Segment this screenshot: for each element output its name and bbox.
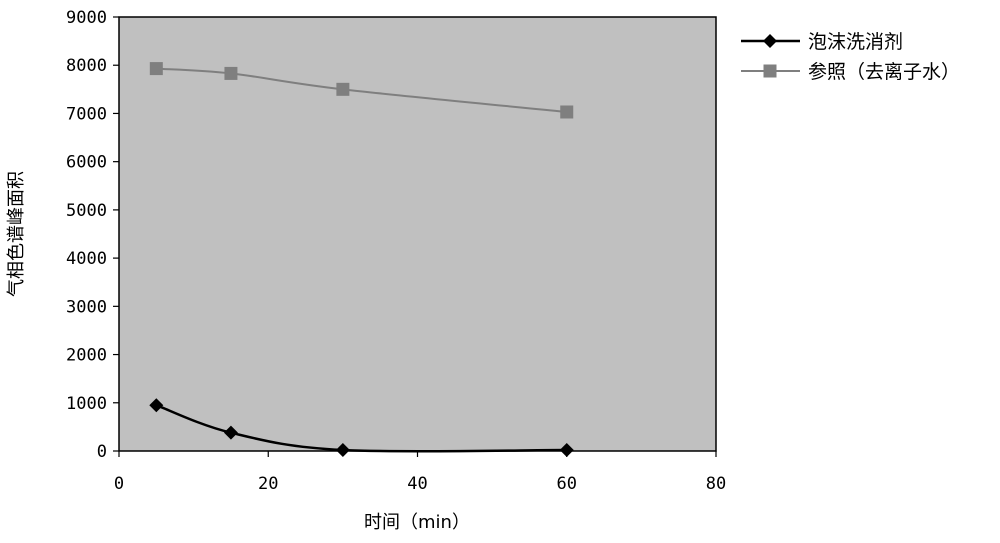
y-axis-ticks: 0 1000 2000 3000 4000 5000 6000 7000 8000 9000 bbox=[66, 8, 119, 462]
legend-marker bbox=[763, 34, 777, 48]
legend-label: 参照（去离子水） bbox=[808, 61, 960, 83]
legend-label: 泡沫洗消剂 bbox=[808, 31, 903, 53]
y-tick-label: 0 bbox=[97, 442, 107, 462]
y-tick-label: 2000 bbox=[66, 346, 107, 366]
y-tick-label: 9000 bbox=[66, 8, 107, 28]
x-tick-label: 0 bbox=[114, 474, 124, 494]
y-tick-label: 6000 bbox=[66, 153, 107, 173]
y-tick-label: 3000 bbox=[66, 297, 107, 317]
series-2-point bbox=[150, 62, 163, 75]
y-tick-label: 7000 bbox=[66, 104, 107, 124]
legend-marker bbox=[764, 65, 777, 78]
plot-area bbox=[119, 17, 716, 451]
legend-item-2: 参照（去离子水） bbox=[741, 61, 960, 83]
y-tick-label: 1000 bbox=[66, 394, 107, 414]
x-axis-ticks: 0 20 40 60 80 bbox=[114, 451, 726, 494]
y-axis-title: 气相色谱峰面积 bbox=[6, 171, 27, 297]
x-tick-label: 80 bbox=[706, 474, 726, 494]
y-tick-label: 4000 bbox=[66, 249, 107, 269]
x-tick-label: 40 bbox=[407, 474, 427, 494]
y-tick-label: 8000 bbox=[66, 56, 107, 76]
series-2-point bbox=[224, 67, 237, 80]
x-tick-label: 20 bbox=[258, 474, 278, 494]
series-2-point bbox=[560, 105, 573, 118]
legend: 泡沫洗消剂参照（去离子水） bbox=[741, 31, 960, 83]
x-axis-title: 时间（min） bbox=[364, 512, 470, 533]
y-tick-label: 5000 bbox=[66, 201, 107, 221]
x-tick-label: 60 bbox=[557, 474, 577, 494]
series-2-point bbox=[336, 83, 349, 96]
legend-item-1: 泡沫洗消剂 bbox=[741, 31, 903, 53]
